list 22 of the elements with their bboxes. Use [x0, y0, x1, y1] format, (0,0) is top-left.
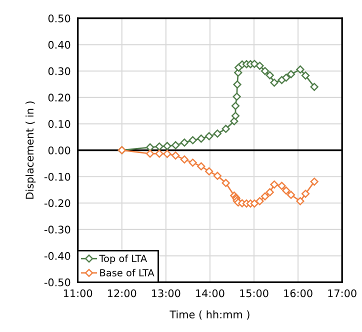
y-tick-label: -0.40 — [44, 252, 70, 260]
y-tick-label: 0.00 — [48, 146, 70, 154]
x-tick-label: 16:00 — [284, 289, 312, 298]
y-axis-title: Displacement ( in ) — [26, 102, 36, 199]
y-tick-label: -0.10 — [44, 172, 70, 181]
y-tick-label: 0.30 — [48, 67, 70, 76]
legend-label: Top of LTA — [99, 254, 148, 264]
x-tick-label: 11:00 — [64, 289, 92, 298]
y-tick-label: -0.50 — [44, 278, 70, 286]
x-axis-title: Time ( hh:mm ) — [170, 310, 250, 320]
x-tick-label: 14:00 — [196, 289, 224, 298]
y-tick-label: 0.50 — [48, 14, 70, 22]
y-tick-label: -0.30 — [44, 226, 70, 234]
x-tick-label: 17:00 — [328, 289, 356, 298]
legend-label: Base of LTA — [100, 268, 154, 276]
x-tick-label: 12:00 — [108, 289, 136, 298]
y-tick-label: 0.40 — [48, 40, 70, 49]
x-tick-label: 15:00 — [240, 289, 268, 298]
y-tick-label: -0.20 — [44, 199, 70, 208]
y-tick-label: 0.10 — [48, 120, 70, 128]
x-tick-label: 13:00 — [152, 289, 180, 298]
y-tick-label: 0.20 — [48, 94, 70, 102]
